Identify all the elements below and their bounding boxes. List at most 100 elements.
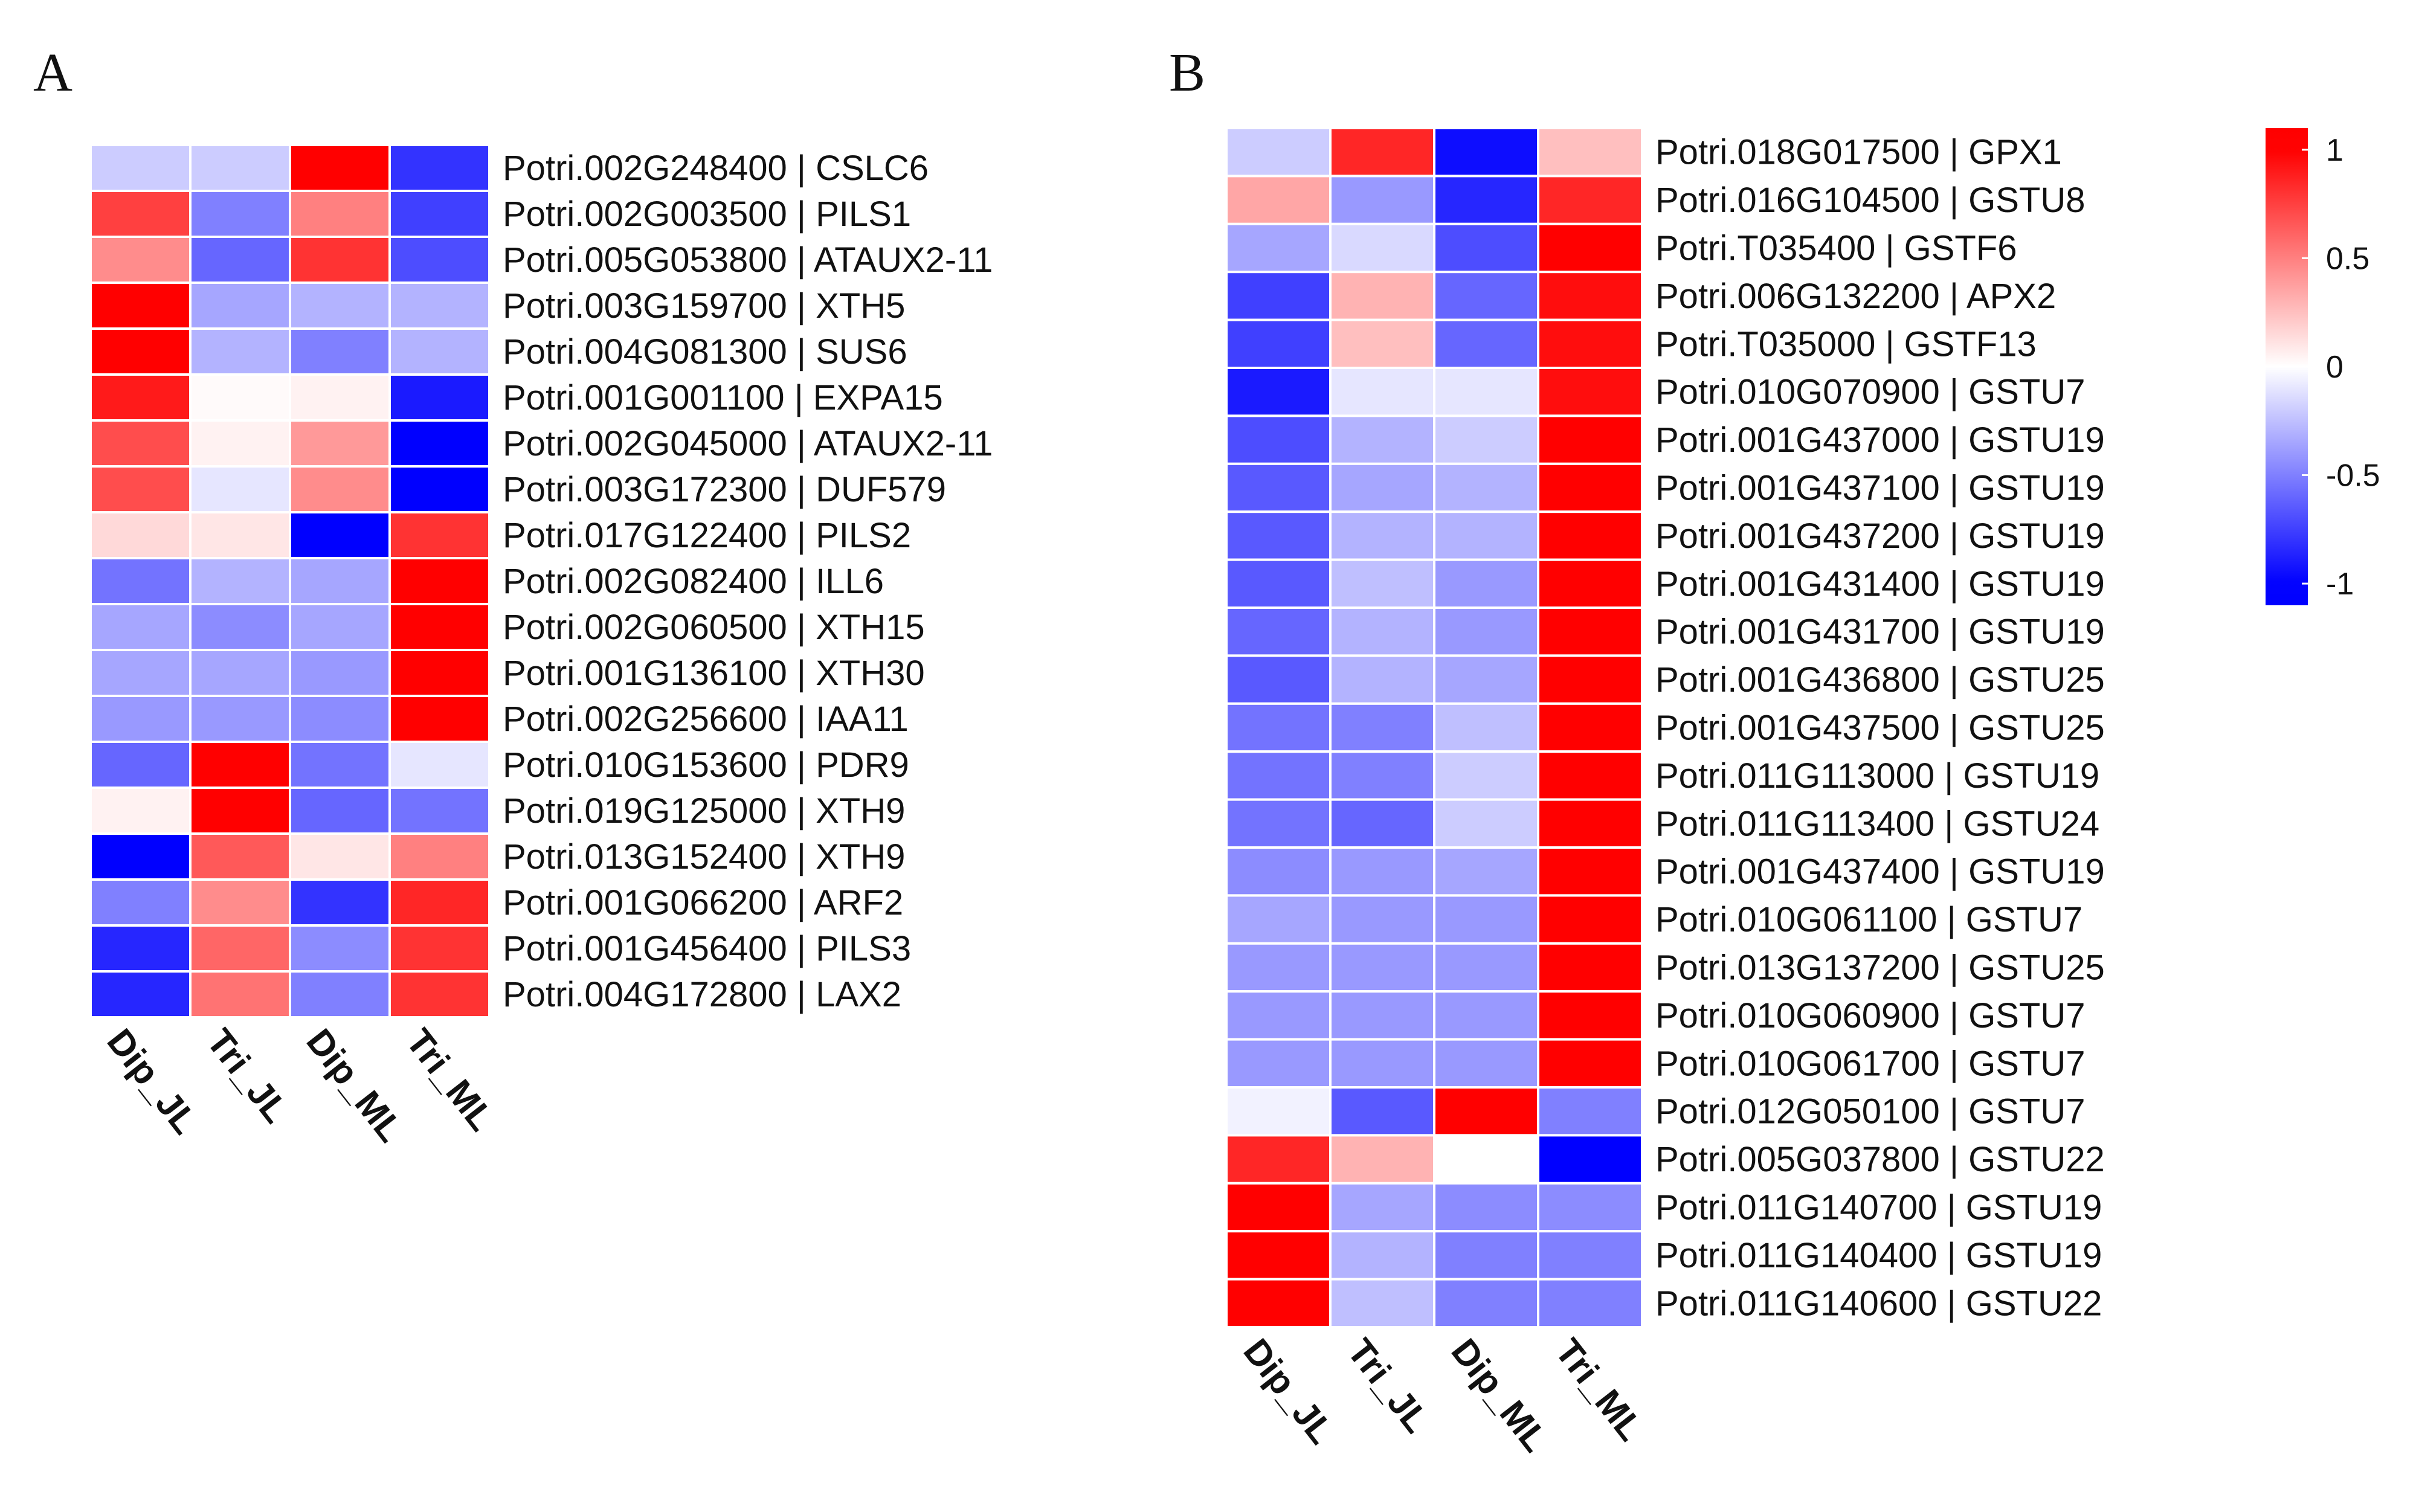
- row-label: Potri.T035400 | GSTF6: [1655, 229, 2017, 268]
- heatmap-cell: [289, 144, 391, 192]
- heatmap-cell: [89, 190, 192, 238]
- heatmap-cell: [89, 511, 192, 559]
- heatmap-cell: [1537, 606, 1643, 657]
- heatmap-cell: [1433, 127, 1539, 178]
- heatmap-cell: [1433, 1230, 1539, 1281]
- row-label: Potri.003G172300 | DUF579: [503, 470, 946, 509]
- heatmap-cell: [1225, 846, 1332, 897]
- legend-tick-label: 0.5: [2326, 241, 2369, 276]
- heatmap-cell: [89, 832, 192, 881]
- row-label: Potri.005G037800 | GSTU22: [1655, 1140, 2105, 1179]
- heatmap-cell: [189, 190, 291, 238]
- heatmap-cell: [388, 419, 491, 468]
- heatmap-cell: [388, 327, 491, 376]
- heatmap-cell: [89, 557, 192, 605]
- column-label: Tri_JL: [1340, 1331, 1438, 1441]
- heatmap-cell: [1225, 127, 1332, 178]
- heatmap-cell: [189, 236, 291, 284]
- heatmap-cell: [189, 419, 291, 468]
- row-label: Potri.013G137200 | GSTU25: [1655, 948, 2105, 988]
- heatmap-cell: [89, 924, 192, 973]
- row-label: Potri.019G125000 | XTH9: [503, 791, 905, 831]
- heatmap-cell: [1225, 942, 1332, 993]
- heatmap-cell: [289, 787, 391, 835]
- heatmap-cell: [1537, 510, 1643, 561]
- row-label: Potri.006G132200 | APX2: [1655, 277, 2056, 316]
- row-label: Potri.003G159700 | XTH5: [503, 286, 905, 326]
- column-label: Dip_ML: [299, 1021, 411, 1150]
- heatmap-cell: [289, 327, 391, 376]
- heatmap-cell: [1537, 127, 1643, 178]
- heatmap-cell: [289, 603, 391, 651]
- heatmap-cell: [189, 373, 291, 422]
- heatmap-cell: [189, 281, 291, 330]
- heatmap-cell: [1329, 462, 1435, 513]
- row-label: Potri.002G003500 | PILS1: [503, 195, 911, 234]
- heatmap-cell: [388, 878, 491, 927]
- heatmap-cell: [289, 190, 391, 238]
- heatmap-cell: [1433, 750, 1539, 801]
- heatmap-cell: [1329, 414, 1435, 465]
- heatmap-cell: [1433, 462, 1539, 513]
- row-label: Potri.010G060900 | GSTU7: [1655, 996, 2085, 1035]
- row-label: Potri.017G122400 | PILS2: [503, 516, 911, 555]
- heatmap-cell: [1329, 271, 1435, 321]
- legend-tick-label: 1: [2326, 133, 2343, 168]
- row-label: Potri.010G061700 | GSTU7: [1655, 1044, 2085, 1083]
- heatmap-cell: [1225, 654, 1332, 705]
- heatmap-cell: [1225, 1182, 1332, 1233]
- heatmap-cell: [1329, 606, 1435, 657]
- heatmap-cell: [1225, 222, 1332, 274]
- heatmap-cell: [388, 603, 491, 651]
- legend-tick-label: -0.5: [2326, 458, 2380, 494]
- heatmap-cell: [289, 878, 391, 927]
- color-legend: 1 0.5 0 -0.5 -1: [2266, 128, 2380, 605]
- row-label: Potri.002G082400 | ILL6: [503, 562, 884, 601]
- row-label: Potri.001G437100 | GSTU19: [1655, 469, 2105, 508]
- row-label: Potri.001G437500 | GSTU25: [1655, 709, 2105, 748]
- heatmap-cell: [388, 465, 491, 513]
- heatmap-cell: [1537, 271, 1643, 321]
- row-label: Potri.001G431400 | GSTU19: [1655, 564, 2105, 603]
- row-label: Potri.011G113000 | GSTU19: [1655, 756, 2099, 796]
- row-label: Potri.002G256600 | IAA11: [503, 700, 909, 739]
- row-label: Potri.011G140700 | GSTU19: [1655, 1188, 2102, 1227]
- heatmap-cell: [289, 741, 391, 789]
- heatmap-cell: [1537, 1230, 1643, 1281]
- heatmap-cell: [388, 511, 491, 559]
- heatmap-cell: [1225, 462, 1332, 513]
- heatmap-cell: [89, 970, 192, 1018]
- heatmap-cell: [289, 557, 391, 605]
- heatmap-cell: [189, 144, 291, 192]
- heatmap-cell: [1433, 702, 1539, 753]
- heatmap-cell: [1537, 894, 1643, 945]
- heatmap-cell: [1225, 175, 1332, 225]
- row-label: Potri.004G172800 | LAX2: [503, 975, 901, 1014]
- heatmap-cell: [388, 281, 491, 330]
- heatmap-cell: [1225, 1086, 1332, 1137]
- heatmap-cell: [1225, 990, 1332, 1041]
- row-label: Potri.001G456400 | PILS3: [503, 929, 911, 968]
- heatmap-cell: [89, 236, 192, 284]
- heatmap-cell: [289, 970, 391, 1018]
- legend-tick-label: 0: [2326, 350, 2343, 385]
- heatmap-cell: [1329, 1134, 1435, 1185]
- heatmap-cell: [1329, 1182, 1435, 1233]
- heatmap-cell: [1537, 462, 1643, 513]
- heatmap-cell: [1329, 510, 1435, 561]
- legend-tick-label: -1: [2326, 567, 2354, 602]
- row-label: Potri.011G140400 | GSTU19: [1655, 1236, 2102, 1275]
- heatmap-cell: [388, 832, 491, 881]
- heatmap-cell: [1329, 1278, 1435, 1329]
- heatmap-cell: [1433, 606, 1539, 657]
- row-label: Potri.005G053800 | ATAUX2-11: [503, 240, 993, 280]
- heatmap-cell: [189, 603, 291, 651]
- heatmap-cell: [1433, 798, 1539, 849]
- heatmap-cell: [1225, 318, 1332, 369]
- heatmap-cell: [1537, 222, 1643, 274]
- heatmap-cell: [1225, 1038, 1332, 1089]
- heatmap-cell: [388, 970, 491, 1018]
- heatmap-cell: [1433, 558, 1539, 609]
- heatmap-cell: [89, 603, 192, 651]
